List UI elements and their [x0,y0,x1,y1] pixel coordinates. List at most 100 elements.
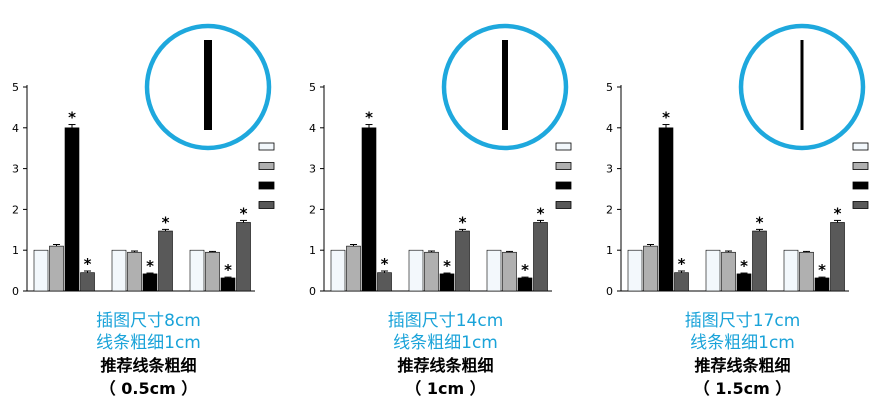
legend-swatch [555,162,572,170]
recommend-title: 推荐线条粗细 [100,356,197,375]
chart-panel-3: 0 1 2 3 4 5 * * * * * * 插图尺寸17cm 线条粗细1cm 推荐线条粗细 （ 1… [594,0,891,408]
bar [643,245,658,292]
bar [517,277,533,292]
recommend-value: （ 0.5cm ） [99,379,198,398]
y-tick-label: 5 [606,81,613,94]
bar [783,249,799,292]
significance-star: * [224,261,232,279]
bar [111,249,127,292]
bar [799,251,814,292]
recommend-title: 推荐线条粗细 [694,356,791,375]
bar [439,273,455,292]
significance-star: * [662,109,670,127]
significance-star: * [818,261,826,279]
y-tick-label: 2 [12,203,19,216]
bar [33,249,49,292]
caption-thickness: 线条粗细1cm [393,333,498,353]
bar [220,277,236,292]
bar [752,230,767,292]
significance-star: * [68,109,76,127]
chart-panel-2: 0 1 2 3 4 5 * * * * * * 插图尺寸14cm 线条粗细1cm 推荐线条粗细 （ 1… [297,0,594,408]
y-tick-label: 1 [12,244,19,257]
y-tick-label: 2 [606,203,613,216]
legend-swatch [852,162,869,170]
significance-star: * [834,204,842,222]
bar [627,249,643,292]
bar [424,251,439,292]
significance-star: * [537,204,545,222]
y-tick-label: 2 [309,203,316,216]
bar [736,273,752,292]
line-thickness-sample [204,40,212,130]
y-tick-label: 5 [12,81,19,94]
significance-star: * [756,213,764,231]
bar [674,272,689,292]
significance-star: * [740,257,748,275]
legend-swatch [555,201,572,209]
bar [236,222,251,292]
y-tick-label: 0 [309,285,316,298]
significance-star: * [146,257,154,275]
line-thickness-sample [502,40,508,130]
legend-swatch [852,201,869,209]
bar [189,249,205,292]
bar [142,273,158,292]
bar [127,251,142,292]
bar [80,272,95,292]
recommend-value: （ 1cm ） [405,379,486,398]
bar [814,277,830,292]
recommend-title: 推荐线条粗细 [397,356,494,375]
bar [377,272,392,292]
legend-swatch [555,181,572,190]
line-thickness-sample [800,40,804,130]
y-tick-label: 5 [309,81,316,94]
legend-swatch [852,142,869,151]
significance-star: * [443,257,451,275]
significance-star: * [84,255,92,273]
caption-size: 插图尺寸8cm [96,311,201,331]
legend-swatch [852,181,869,190]
caption-size: 插图尺寸17cm [684,311,801,331]
legend-swatch [258,142,275,151]
caption-size: 插图尺寸14cm [387,311,504,331]
y-tick-label: 4 [309,122,316,135]
bar [502,251,517,292]
recommend-value: （ 1.5cm ） [693,379,792,398]
significance-star: * [381,255,389,273]
bar [455,230,470,292]
y-tick-label: 0 [12,285,19,298]
y-tick-label: 1 [606,244,613,257]
caption-thickness: 线条粗细1cm [96,333,201,353]
caption-thickness: 线条粗细1cm [690,333,795,353]
bar [533,222,548,292]
legend-swatch [258,162,275,170]
bar [346,245,361,292]
chart-panel-1: 0 1 2 3 4 5 * * * * * * 插图尺寸8cm 线条粗细1cm 推荐线条粗细 （ 0.… [0,0,297,408]
bar [721,251,736,292]
bar [361,127,377,292]
bar-chart-1: 0 1 2 3 4 5 * * * * * * [12,23,275,298]
legend-swatch [555,142,572,151]
bar [486,249,502,292]
significance-star: * [162,213,170,231]
legend-swatch [258,201,275,209]
y-tick-label: 3 [12,163,19,176]
significance-star: * [521,261,529,279]
y-tick-label: 0 [606,285,613,298]
bar [705,249,721,292]
bar-chart-2: 0 1 2 3 4 5 * * * * * * [309,23,572,298]
bar [658,127,674,292]
y-tick-label: 4 [606,122,613,135]
significance-star: * [459,213,467,231]
significance-star: * [240,204,248,222]
bar [330,249,346,292]
y-tick-label: 4 [12,122,19,135]
bar [408,249,424,292]
bar [158,230,173,292]
bar [64,127,80,292]
y-tick-label: 3 [606,163,613,176]
bar [830,222,845,292]
y-tick-label: 1 [309,244,316,257]
bar [49,245,64,292]
significance-star: * [678,255,686,273]
